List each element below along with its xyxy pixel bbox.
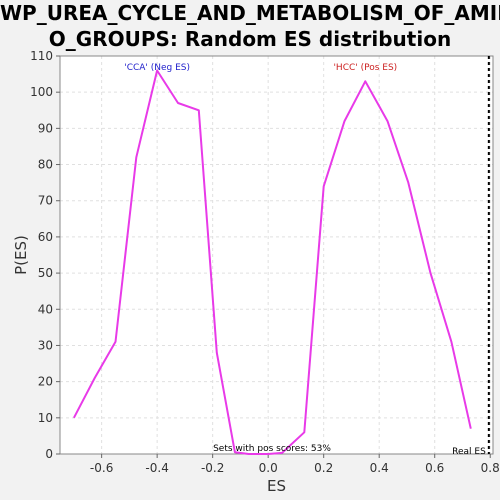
y-tick-label: 100 (30, 85, 53, 99)
es-distribution-line (73, 69, 472, 455)
y-tick-label: 70 (38, 194, 53, 208)
x-tick-label: 0.4 (370, 461, 389, 475)
x-tick-label: -0.2 (201, 461, 224, 475)
y-tick-label: 30 (38, 338, 53, 352)
pos-es-label: 'HCC' (Pos ES) (333, 63, 397, 73)
chart-title-line-1: WP_UREA_CYCLE_AND_METABOLISM_OF_AMIN (0, 1, 500, 25)
y-tick-label: 10 (38, 411, 53, 425)
x-tick-label: 0.2 (314, 461, 333, 475)
y-axis-label: P(ES) (12, 235, 30, 275)
y-tick-label: 50 (38, 266, 53, 280)
chart-title: WP_UREA_CYCLE_AND_METABOLISM_OF_AMIN O_G… (0, 0, 500, 52)
neg-es-label: 'CCA' (Neg ES) (124, 63, 190, 73)
y-tick-label: 90 (38, 121, 53, 135)
y-tick-label: 80 (38, 158, 53, 172)
y-tick-label: 40 (38, 302, 53, 316)
x-tick-label: 0.0 (259, 461, 278, 475)
y-tick-label: 110 (30, 49, 53, 63)
y-tick-label: 60 (38, 230, 53, 244)
chart-title-line-2: O_GROUPS: Random ES distribution (48, 27, 452, 51)
y-tick-label: 20 (38, 375, 53, 389)
pos-scores-text: Sets with pos scores: 53% (213, 444, 331, 454)
plot-area (60, 56, 493, 454)
x-tick-label: -0.4 (145, 461, 168, 475)
x-tick-label: -0.6 (90, 461, 113, 475)
x-tick-label: 0.8 (481, 461, 500, 475)
x-tick-label: 0.6 (425, 461, 444, 475)
x-axis-label: ES (267, 477, 286, 495)
real-es-label: Real ES (452, 447, 486, 457)
y-tick-label: 0 (45, 447, 53, 461)
